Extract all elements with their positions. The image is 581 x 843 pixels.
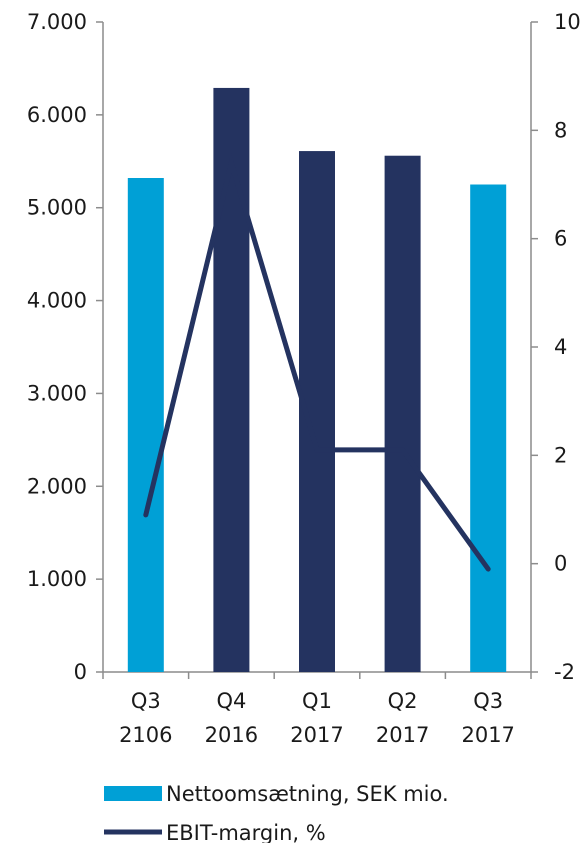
x-tick-label: Q3 2106 bbox=[119, 689, 172, 747]
y-right-tick-label: 2 bbox=[554, 443, 567, 467]
x-tick-label: Q2 2017 bbox=[376, 689, 429, 747]
legend: Nettoomsætning, SEK mio. EBIT-margin, % bbox=[104, 782, 449, 843]
line-ebit-margin bbox=[143, 153, 491, 572]
bar bbox=[470, 184, 507, 672]
y-right-tick-label: 10 bbox=[554, 10, 581, 34]
y-left-tick-label: 7.000 bbox=[27, 10, 87, 34]
legend-swatch-net-sales bbox=[104, 786, 162, 801]
bar bbox=[213, 87, 250, 672]
y-left-tick-label: 3.000 bbox=[27, 381, 87, 405]
y-right-tick-label: 0 bbox=[554, 552, 567, 576]
y-left-tick-label: 4.000 bbox=[27, 289, 87, 313]
bar bbox=[127, 178, 164, 672]
x-tick-label: Q1 2017 bbox=[290, 689, 343, 747]
y-right-tick-label: 4 bbox=[554, 335, 567, 359]
y-left-tick-label: 0 bbox=[74, 660, 87, 684]
x-tick-label: Q4 2016 bbox=[205, 689, 258, 747]
y-right-tick-label: 8 bbox=[554, 118, 567, 142]
y-right-tick-label: 6 bbox=[554, 227, 567, 251]
legend-label-ebit-margin: EBIT-margin, % bbox=[166, 821, 326, 843]
y-right-tick-label: -2 bbox=[554, 660, 575, 684]
y-left-tick-label: 6.000 bbox=[27, 103, 87, 127]
y-left-tick-label: 1.000 bbox=[27, 567, 87, 591]
x-tick-label: Q3 2017 bbox=[461, 689, 514, 747]
tick-labels: 0 1.000 2.000 3.000 4.000 5.000 6.000 7.000 -2 0 2… bbox=[27, 10, 581, 747]
bar bbox=[384, 155, 421, 672]
y-left-tick-label: 2.000 bbox=[27, 474, 87, 498]
legend-label-net-sales: Nettoomsætning, SEK mio. bbox=[166, 782, 449, 806]
bar-series bbox=[127, 87, 507, 673]
y-left-tick-label: 5.000 bbox=[27, 196, 87, 220]
line-series bbox=[143, 153, 491, 572]
